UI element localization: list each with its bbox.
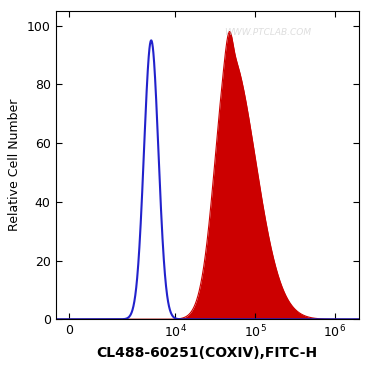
Y-axis label: Relative Cell Number: Relative Cell Number: [8, 99, 21, 231]
X-axis label: CL488-60251(COXIV),FITC-H: CL488-60251(COXIV),FITC-H: [97, 346, 318, 360]
Text: WWW.PTCLAB.COM: WWW.PTCLAB.COM: [224, 28, 312, 37]
